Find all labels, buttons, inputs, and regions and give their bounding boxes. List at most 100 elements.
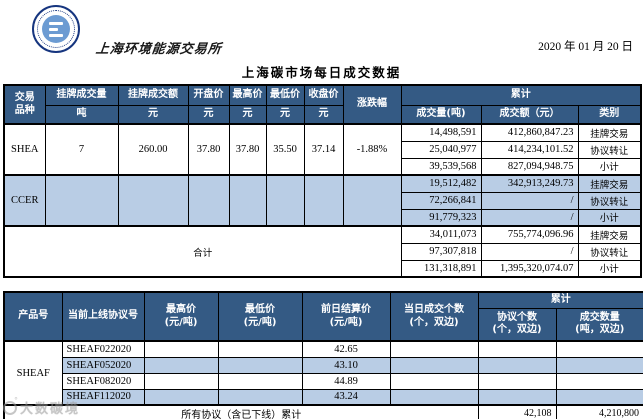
total-cum-category: 挂牌交易 (577, 225, 642, 244)
agreement-cum-count (477, 372, 557, 390)
total-cum-volume: 97,307,818 (400, 242, 482, 261)
ccer-listed-turnover (117, 174, 189, 227)
unit-open: 元 (187, 104, 230, 125)
unit-listed-volume: 吨 (44, 104, 119, 125)
agreement-cum-volume (555, 340, 643, 358)
footer-cum-volume: 4,210,800 (555, 404, 643, 419)
product-sheaf: SHEAF (3, 340, 63, 406)
col-header-listed-turnover: 挂牌成交额 (117, 84, 189, 106)
shea-cum-category: 协议转让 (577, 140, 642, 159)
agreement-low (217, 388, 303, 406)
shea-cum-turnover: 414,234,101.52 (480, 140, 579, 159)
agreement-day-count (389, 372, 479, 390)
total-cum-turnover: 1,395,320,074.07 (480, 259, 579, 278)
shea-listed-turnover: 260.00 (117, 123, 189, 176)
shea-cum-category: 挂牌交易 (577, 123, 642, 142)
shea-cum-category: 小计 (577, 157, 642, 176)
col-header-cum-turnover: 成交额（元） (480, 104, 579, 125)
agreement-code: SHEAF052020 (61, 356, 145, 374)
ccer-cum-volume: 91,779,323 (400, 208, 482, 227)
forward-agreements-table: 产品号 当前上线协议号 最高价 (元/吨) 最低价 (元/吨) 前日结算价 (元… (3, 291, 643, 419)
shea-cum-volume: 25,040,977 (400, 140, 482, 159)
agreement-prev-settle: 43.10 (301, 356, 391, 374)
variety-shea: SHEA (3, 123, 46, 176)
exchange-logo-icon (32, 5, 80, 53)
col-header-variety: 交易 品种 (3, 84, 46, 125)
shea-change: -1.88% (342, 123, 402, 176)
shea-listed-volume: 7 (44, 123, 119, 176)
total-label: 合计 (3, 225, 402, 278)
daily-trading-table: 交易 品种 挂牌成交量 挂牌成交额 开盘价 最高价 最低价 收盘价 涨跌幅 累计… (3, 84, 643, 278)
logo-bar (49, 21, 63, 25)
agreement-high (143, 372, 219, 390)
col-header-high2: 最高价 (元/吨) (143, 291, 219, 342)
ccer-low (265, 174, 305, 227)
agreement-low (217, 340, 303, 358)
col-header-product: 产品号 (3, 291, 63, 342)
agreement-day-count (389, 388, 479, 406)
unit-listed-turnover: 元 (117, 104, 189, 125)
agreement-prev-settle: 42.65 (301, 340, 391, 358)
ccer-cum-volume: 19,512,482 (400, 174, 482, 193)
agreement-code: SHEAF082020 (61, 372, 145, 390)
agreement-day-count (389, 356, 479, 374)
col-header-cum-volume: 成交量(吨) (400, 104, 482, 125)
ccer-cum-volume: 72,266,841 (400, 191, 482, 210)
total-cum-turnover: 755,774,096.96 (480, 225, 579, 244)
col-header-agreement-no: 当前上线协议号 (61, 291, 145, 342)
ccer-close (303, 174, 344, 227)
shea-cum-volume: 39,539,568 (400, 157, 482, 176)
shea-cum-volume: 14,498,591 (400, 123, 482, 142)
shea-close: 37.14 (303, 123, 344, 176)
col-header-high: 最高价 (228, 84, 267, 106)
ccer-high (228, 174, 267, 227)
agreement-prev-settle: 43.24 (301, 388, 391, 406)
col-header-open: 开盘价 (187, 84, 230, 106)
ccer-cum-category: 小计 (577, 208, 642, 227)
unit-high: 元 (228, 104, 267, 125)
agreement-low (217, 372, 303, 390)
agreement-prev-settle: 44.89 (301, 372, 391, 390)
ccer-cum-category: 挂牌交易 (577, 174, 642, 193)
total-cum-volume: 131,318,891 (400, 259, 482, 278)
col-header-change: 涨跌幅 (342, 84, 402, 125)
total-cum-category: 小计 (577, 259, 642, 278)
shea-high: 37.80 (228, 123, 267, 176)
footer-total-label: 所有协议（含已下线）累计 (3, 404, 479, 419)
shea-cum-turnover: 827,094,948.75 (480, 157, 579, 176)
ccer-cum-turnover: / (480, 191, 579, 210)
logo-bar (49, 27, 58, 31)
org-name: 上海环境能源交易所 (95, 42, 223, 57)
logo-bar (49, 33, 63, 37)
agreement-day-count (389, 340, 479, 358)
total-cum-volume: 34,011,073 (400, 225, 482, 244)
col-header-category: 类别 (577, 104, 642, 125)
shea-cum-turnover: 412,860,847.23 (480, 123, 579, 142)
col-header-prev-settle: 前日结算价 (元/吨) (301, 291, 391, 342)
col-header-cum-agreements: 协议个数 (个，双边) (477, 307, 557, 342)
agreement-high (143, 340, 219, 358)
ccer-listed-volume (44, 174, 119, 227)
total-cum-category: 协议转让 (577, 242, 642, 261)
total-cum-turnover: / (480, 242, 579, 261)
ccer-cum-turnover: 342,913,249.73 (480, 174, 579, 193)
logo-ring (37, 10, 75, 48)
col-header-low2: 最低价 (元/吨) (217, 291, 303, 342)
ccer-cum-category: 协议转让 (577, 191, 642, 210)
col-header-day-count: 当日成交个数 (个，双边) (389, 291, 479, 342)
footer-cum-agreements: 42,108 (477, 404, 557, 419)
ccer-change (342, 174, 402, 227)
ccer-cum-turnover: / (480, 208, 579, 227)
col-header-cumulative2: 累计 (477, 291, 643, 309)
col-header-listed-volume: 挂牌成交量 (44, 84, 119, 106)
col-header-close: 收盘价 (303, 84, 344, 106)
agreement-cum-count (477, 356, 557, 374)
shea-open: 37.80 (187, 123, 230, 176)
agreement-high (143, 356, 219, 374)
shea-low: 35.50 (265, 123, 305, 176)
agreement-cum-volume (555, 356, 643, 374)
unit-close: 元 (303, 104, 344, 125)
unit-low: 元 (265, 104, 305, 125)
agreement-high (143, 388, 219, 406)
